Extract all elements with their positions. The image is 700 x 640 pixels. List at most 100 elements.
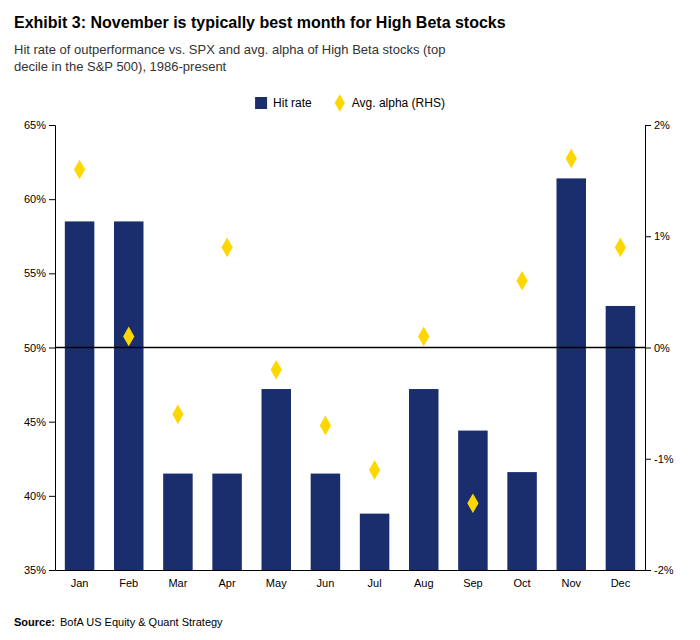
marker xyxy=(123,327,134,347)
reference-line xyxy=(55,347,645,349)
plot-area xyxy=(55,149,645,570)
tick: 50% xyxy=(24,342,55,354)
legend-item: Hit rate xyxy=(255,96,312,110)
tick: 2% xyxy=(645,119,670,131)
tick-mark xyxy=(49,570,55,571)
tick-label: 55% xyxy=(24,267,46,279)
bar xyxy=(557,178,587,570)
marker-series xyxy=(74,149,626,513)
tick: -1% xyxy=(645,453,674,465)
title: Exhibit 3: November is typically best mo… xyxy=(14,14,506,31)
tick-label: 2% xyxy=(654,119,670,131)
tick-label: 60% xyxy=(24,193,46,205)
tick: 65% xyxy=(24,119,55,131)
marker xyxy=(74,160,85,180)
subtitle-line: decile in the S&P 500), 1986-present xyxy=(14,59,227,74)
bar xyxy=(409,389,439,570)
tick-label: 0% xyxy=(654,342,670,354)
marker xyxy=(172,404,183,424)
tick: Jan xyxy=(71,577,89,589)
bar xyxy=(65,221,95,570)
marker xyxy=(369,460,380,480)
bar xyxy=(262,389,292,570)
bar xyxy=(606,306,636,570)
tick-mark xyxy=(49,273,55,274)
tick-label: May xyxy=(266,577,287,589)
tick-label: Aug xyxy=(414,577,434,589)
tick: Nov xyxy=(561,577,581,589)
legend-label: Avg. alpha (RHS) xyxy=(352,96,445,110)
bar xyxy=(507,472,537,570)
tick: Oct xyxy=(514,577,531,589)
tick-label: Oct xyxy=(514,577,531,589)
tick-mark xyxy=(645,348,651,349)
tick: -2% xyxy=(645,564,674,576)
legend-label: Hit rate xyxy=(273,96,312,110)
marker xyxy=(320,416,331,436)
tick-mark xyxy=(49,199,55,200)
tick: Dec xyxy=(611,577,631,589)
tick: May xyxy=(266,577,287,589)
tick-label: 35% xyxy=(24,564,46,576)
tick: 35% xyxy=(24,564,55,576)
tick-label: Mar xyxy=(168,577,187,589)
marker xyxy=(566,149,577,169)
bar xyxy=(163,474,193,570)
bar xyxy=(360,514,390,570)
tick-label: -2% xyxy=(654,564,674,576)
x-axis: Jan Feb Mar Apr May Jun Jul Aug Sep Oct Nov Dec xyxy=(56,571,646,589)
marker xyxy=(418,327,429,347)
legend-swatch xyxy=(255,97,267,109)
tick-mark xyxy=(49,348,55,349)
y2-axis: -2% -1% 0% 1% 2% xyxy=(645,119,674,576)
tick-label: Dec xyxy=(611,577,631,589)
bar xyxy=(458,431,488,570)
tick-mark xyxy=(49,496,55,497)
tick-label: Apr xyxy=(219,577,236,589)
tick-label: Jul xyxy=(368,577,382,589)
tick-label: Feb xyxy=(119,577,138,589)
marker xyxy=(271,360,282,380)
tick: Mar xyxy=(168,577,187,589)
tick: Jul xyxy=(368,577,382,589)
tick-mark xyxy=(645,236,651,237)
tick: Sep xyxy=(463,577,483,589)
legend: Hit rate Avg. alpha (RHS) xyxy=(255,94,445,112)
tick: 45% xyxy=(24,416,55,428)
tick-mark xyxy=(645,570,651,571)
subtitle: Hit rate of outperformance vs. SPX and a… xyxy=(14,42,445,74)
marker xyxy=(516,271,527,291)
tick: Apr xyxy=(219,577,236,589)
marker xyxy=(221,238,232,258)
tick: 40% xyxy=(24,490,55,502)
tick-label: Jun xyxy=(317,577,335,589)
tick-label: 45% xyxy=(24,416,46,428)
tick: 55% xyxy=(24,267,55,279)
source-part: Source: xyxy=(14,616,55,628)
source-part: BofA US Equity & Quant Strategy xyxy=(60,616,223,628)
bar xyxy=(114,221,144,570)
subtitle-line: Hit rate of outperformance vs. SPX and a… xyxy=(14,42,445,57)
source: Source: BofA US Equity & Quant Strategy xyxy=(14,616,223,628)
tick: 1% xyxy=(645,230,670,242)
marker xyxy=(467,493,478,513)
tick-mark xyxy=(49,422,55,423)
chart: Exhibit 3: November is typically best mo… xyxy=(0,0,700,640)
tick: Aug xyxy=(414,577,434,589)
y-axis: 35% 40% 45% 50% 55% 60% 65% xyxy=(24,119,56,576)
tick-mark xyxy=(49,125,55,126)
axis-line xyxy=(56,570,646,571)
tick-mark xyxy=(645,125,651,126)
tick: 0% xyxy=(645,342,670,354)
tick-label: Nov xyxy=(561,577,581,589)
tick-label: 1% xyxy=(654,230,670,242)
axis-line xyxy=(646,126,652,571)
marker xyxy=(615,238,626,258)
bar-series xyxy=(65,178,635,570)
bar xyxy=(311,474,341,570)
tick: Feb xyxy=(119,577,138,589)
bar xyxy=(212,474,242,570)
tick-mark xyxy=(645,459,651,460)
legend-item: Avg. alpha (RHS) xyxy=(335,94,445,112)
tick-label: Sep xyxy=(463,577,483,589)
